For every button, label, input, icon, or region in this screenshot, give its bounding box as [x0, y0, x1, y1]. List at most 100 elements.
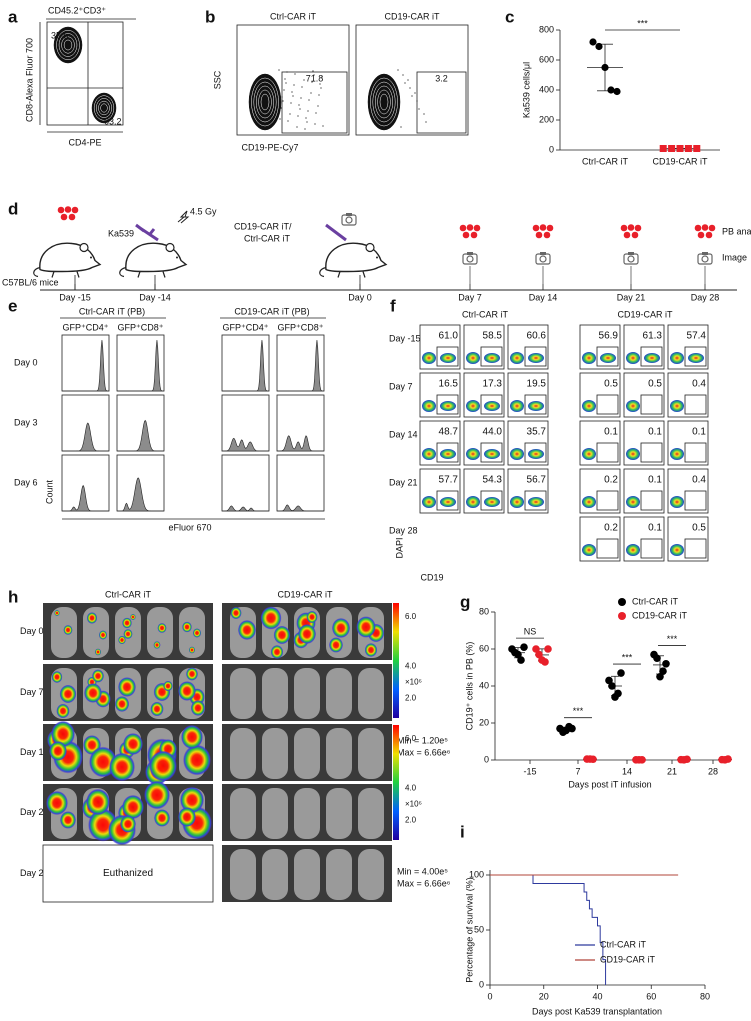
- plot-frame: [236, 24, 350, 136]
- colorbar-tick: 2.0: [405, 694, 417, 703]
- legend-label: Ctrl-CAR iT: [632, 596, 678, 606]
- density: [440, 401, 456, 411]
- dot: [617, 669, 625, 677]
- drug-label: Ka539: [108, 228, 134, 238]
- panel-label: b: [205, 7, 215, 26]
- density-contour: [91, 92, 117, 124]
- row-label: Day 28: [389, 525, 418, 535]
- axis-label: Days post iT infusion: [568, 779, 651, 789]
- density: [626, 400, 640, 412]
- density: [582, 448, 596, 460]
- gate-value: 71.8: [306, 73, 324, 83]
- plot-frame: [507, 420, 549, 466]
- axis-label: Days post Ka539 transplantation: [532, 1006, 662, 1016]
- row-label: Day 14: [20, 747, 49, 757]
- density: [670, 400, 684, 412]
- signal: [270, 645, 284, 659]
- density-contour: [56, 29, 80, 61]
- panel-label: f: [390, 296, 396, 315]
- plot-frame: [507, 372, 549, 418]
- histogram: [277, 339, 325, 392]
- gate-value: 16.5: [439, 379, 459, 390]
- event: [278, 69, 280, 71]
- event: [322, 125, 324, 127]
- gate-value: 57.7: [439, 475, 459, 486]
- plot-frame: [46, 21, 124, 126]
- density: [440, 353, 456, 363]
- density: [670, 448, 684, 460]
- density: [422, 400, 436, 412]
- signal: [122, 794, 144, 820]
- gate: [684, 442, 707, 463]
- gate-value: 48.7: [439, 427, 459, 438]
- y-tick-label: 100: [469, 869, 484, 879]
- axis-label: CD19⁺ cells in PB (%): [464, 642, 474, 731]
- signal: [356, 616, 376, 638]
- signal: [149, 750, 177, 782]
- plot-frame: [579, 516, 621, 562]
- plot-frame: [623, 516, 665, 562]
- colorbar: [393, 725, 399, 840]
- density-contour: [53, 26, 83, 64]
- empty-frame: [42, 844, 214, 903]
- gate: [596, 490, 619, 511]
- colorbar-tick: 2.0: [405, 816, 417, 825]
- density-contour: [63, 39, 73, 51]
- mouse-body: [326, 788, 352, 839]
- event: [310, 92, 312, 94]
- event: [282, 100, 284, 102]
- event: [290, 102, 292, 104]
- gate-value: 61.0: [439, 331, 459, 342]
- event: [308, 99, 310, 101]
- axis-label: CD19: [420, 572, 443, 582]
- gate-value: 58.5: [483, 331, 503, 342]
- density-contour: [255, 85, 275, 119]
- day-label: Day 28: [691, 292, 720, 302]
- infusion-label: Ctrl-CAR iT: [244, 233, 290, 243]
- signal: [59, 684, 77, 704]
- group-label: CD19-CAR iT: [617, 309, 673, 319]
- density-contour: [372, 81, 396, 123]
- gate-value: 0.4: [692, 475, 706, 486]
- event: [297, 115, 299, 117]
- plot-frame: [623, 468, 665, 514]
- density: [466, 400, 480, 412]
- signal: [84, 683, 102, 703]
- signal: [94, 648, 102, 656]
- row-label: Day 21: [389, 477, 418, 487]
- mouse-body: [230, 728, 256, 779]
- gate-label: CD45.2⁺CD3⁺: [48, 5, 106, 15]
- row-label: Day -15: [389, 333, 421, 343]
- signal: [260, 606, 282, 630]
- y-tick-label: 40: [479, 680, 489, 690]
- density-contour: [258, 89, 272, 115]
- gate: [480, 490, 503, 511]
- signal: [190, 700, 206, 716]
- event: [320, 87, 322, 89]
- row-label: Day 3: [14, 417, 38, 427]
- euthanized-label: Euthanized: [103, 868, 153, 879]
- significance: ***: [637, 18, 648, 28]
- mouse-body: [294, 728, 320, 779]
- plot-frame: [507, 468, 549, 514]
- mouse-body: [294, 849, 320, 900]
- mouse-body: [262, 668, 288, 719]
- legend-label: Ctrl-CAR iT: [600, 939, 646, 949]
- mouse-body: [326, 668, 352, 719]
- gate-value: 0.1: [648, 427, 662, 438]
- mouse-body: [147, 607, 173, 658]
- row-label: Day 21: [20, 807, 49, 817]
- x-tick-label: 20: [539, 991, 549, 1001]
- x-tick-label: 28: [708, 766, 718, 776]
- camera-icon: [462, 251, 478, 265]
- x-tick-label: 14: [622, 766, 632, 776]
- panel-label: e: [8, 296, 17, 315]
- plot-frame: [623, 420, 665, 466]
- dose-label: 4.5 Gy: [190, 206, 217, 216]
- event: [294, 73, 296, 75]
- row-label: Day 7: [389, 381, 413, 391]
- signal: [230, 606, 242, 620]
- group-label: Ctrl-CAR iT (PB): [79, 306, 145, 316]
- dot: [638, 756, 646, 764]
- camera-icon: [697, 251, 713, 265]
